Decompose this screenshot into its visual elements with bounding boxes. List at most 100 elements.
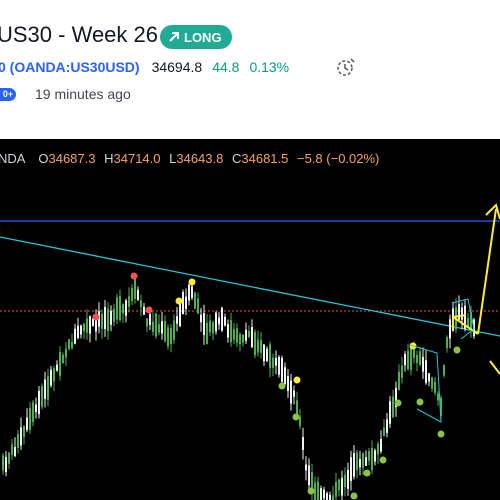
candle-body xyxy=(170,327,172,344)
candle-body xyxy=(203,313,205,335)
candle-body xyxy=(329,494,331,500)
candle-body xyxy=(443,364,445,376)
candle-body xyxy=(161,321,163,334)
candle-body xyxy=(128,296,130,307)
symbol-link[interactable]: 0 (OANDA:US30USD) xyxy=(0,59,140,75)
signal-dot xyxy=(188,278,196,286)
candle-body xyxy=(173,320,175,340)
author-badge: 0+ xyxy=(0,87,16,101)
alert-clock-icon[interactable] xyxy=(335,56,357,78)
signal-dot xyxy=(145,306,153,314)
candle-body xyxy=(410,348,412,370)
candle-body xyxy=(92,318,94,327)
candle-body xyxy=(281,357,283,382)
published-time: 19 minutes ago xyxy=(35,86,131,102)
open-value: 34687.3 xyxy=(48,151,96,166)
ohlc-legend: NDA O34687.3 H34714.0 L34643.8 C34681.5 … xyxy=(0,151,379,166)
candle-body xyxy=(137,289,139,301)
candle-body xyxy=(41,385,43,408)
chart-canvas[interactable] xyxy=(0,139,500,500)
candle-body xyxy=(185,296,187,309)
signal-dot xyxy=(278,382,286,390)
candle-body xyxy=(32,402,34,422)
candle-body xyxy=(215,312,217,332)
candle-body xyxy=(254,331,256,356)
long-badge[interactable]: LONG xyxy=(160,25,232,49)
candle-body xyxy=(308,465,310,486)
open-label: O xyxy=(38,151,49,166)
candle-body xyxy=(140,300,142,308)
candle-body xyxy=(74,328,76,344)
candle-body xyxy=(344,474,346,488)
candle-body xyxy=(110,310,112,325)
candle-body xyxy=(422,356,424,372)
candle-body xyxy=(209,320,211,333)
candle-body xyxy=(38,390,40,415)
candle-body xyxy=(389,401,391,424)
candle-body xyxy=(431,377,433,389)
candle-body xyxy=(377,443,379,455)
high-label: H xyxy=(104,151,114,166)
candle-body xyxy=(335,481,337,498)
candle-body xyxy=(125,300,127,316)
candle-body xyxy=(17,434,19,449)
candle-body xyxy=(257,339,259,353)
candle-body xyxy=(62,355,64,364)
candle-body xyxy=(113,308,115,322)
candle-body xyxy=(404,353,406,366)
candle-body xyxy=(275,357,277,366)
long-arrow-up xyxy=(477,208,497,335)
candle-body xyxy=(212,322,214,334)
idea-header: US30 - Week 26 LONG 0 (OANDA:US30USD) 34… xyxy=(0,0,500,138)
candle-body xyxy=(20,427,22,446)
candle-body xyxy=(8,452,10,464)
candle-body xyxy=(266,348,268,362)
candle-body xyxy=(392,396,394,418)
candle-body xyxy=(353,452,355,477)
candle-body xyxy=(341,477,343,496)
candle-body xyxy=(44,379,46,399)
candle-body xyxy=(104,307,106,329)
candle-body xyxy=(311,472,313,493)
candle-body xyxy=(200,314,202,323)
candle-body xyxy=(251,327,253,348)
price-chart[interactable]: NDA O34687.3 H34714.0 L34643.8 C34681.5 … xyxy=(0,139,500,500)
candle-body xyxy=(356,452,358,471)
candle-body xyxy=(116,297,118,320)
candle-body xyxy=(398,371,400,391)
candle-body xyxy=(26,417,28,430)
candle-body xyxy=(119,296,121,321)
signal-dot xyxy=(293,376,301,384)
candle-body xyxy=(449,319,451,339)
candle-body xyxy=(287,376,289,391)
candle-body xyxy=(365,457,367,466)
signal-dot xyxy=(416,398,424,406)
bar-change: −5.8 (−0.02%) xyxy=(297,151,380,166)
candle-body xyxy=(95,314,97,332)
candle-body xyxy=(176,316,178,324)
close-value: 34681.5 xyxy=(241,151,289,166)
high-value: 34714.0 xyxy=(113,151,161,166)
signal-dot xyxy=(92,313,100,321)
candle-body xyxy=(65,348,67,358)
candle-body xyxy=(158,324,160,333)
provider-label: NDA xyxy=(0,151,25,166)
price-change-percent: 0.13% xyxy=(249,59,290,75)
candle-body xyxy=(272,357,274,368)
badge-label: LONG xyxy=(184,29,222,45)
candle-body xyxy=(299,416,301,426)
candle-body xyxy=(425,360,427,384)
candle-body xyxy=(71,341,73,349)
candle-body xyxy=(245,329,247,341)
candle-body xyxy=(320,488,322,500)
signal-dot xyxy=(175,297,183,305)
long-arrow-down xyxy=(452,316,479,335)
candle-body xyxy=(347,469,349,489)
close-label: C xyxy=(231,151,242,166)
candle-body xyxy=(461,307,463,320)
candle-body xyxy=(188,284,190,301)
idea-title: US30 - Week 26 xyxy=(0,22,159,47)
candle-body xyxy=(317,481,319,500)
candle-body xyxy=(101,313,103,329)
descending-trendline[interactable] xyxy=(0,236,500,337)
